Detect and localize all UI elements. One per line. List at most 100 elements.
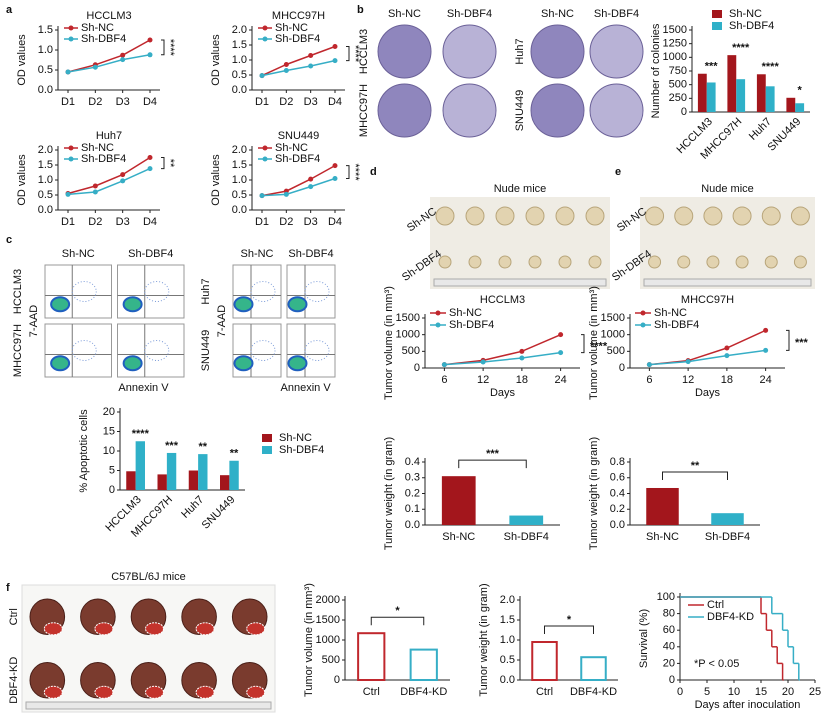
significance-bracket: [370, 616, 425, 626]
y-tick-label: 100: [657, 591, 675, 603]
series-line: [649, 329, 766, 366]
legend-label: Sh-NC: [729, 8, 762, 20]
liver-tumor: [94, 622, 114, 636]
data-point: [558, 350, 564, 356]
column-label: Sh-DBF4: [288, 248, 333, 260]
significance: ***: [705, 61, 719, 73]
bar: [188, 470, 199, 490]
y-tick-label: 750: [669, 65, 687, 77]
y-tick-label: 1.5: [38, 24, 53, 36]
data-point: [332, 176, 338, 181]
legend-label: Sh-DBF4: [275, 33, 320, 45]
data-point: [120, 52, 126, 58]
panel-label: c: [6, 234, 12, 246]
legend-marker: [435, 322, 441, 328]
liver-tumor: [246, 622, 266, 636]
chart-title: HCCLM3: [480, 294, 525, 306]
y-tick-label: 1500: [396, 312, 420, 324]
y-tick-label: 0.5: [232, 189, 247, 201]
x-axis-label: Days: [490, 387, 516, 399]
tumor: [558, 255, 572, 269]
series-line: [444, 333, 561, 366]
bar: [756, 74, 766, 112]
y-tick-label: 0.3: [405, 472, 420, 484]
y-axis-label: Number of colonies: [650, 23, 662, 118]
x-tick-label: 24: [555, 374, 567, 386]
cell-cluster: [122, 296, 143, 313]
legend-marker: [262, 25, 268, 31]
significance: ***: [165, 440, 179, 452]
legend-label: Ctrl: [707, 599, 724, 611]
data-point: [308, 184, 314, 190]
cell-cluster: [233, 355, 254, 372]
column-label: Sh-DBF4: [594, 8, 639, 20]
data-point: [724, 353, 730, 359]
y-tick-label: 1250: [663, 38, 687, 50]
y-axis-label: Tumor volume (in mm³): [303, 583, 315, 697]
panel-label: e: [615, 166, 621, 178]
row-label: SNU449: [200, 330, 212, 372]
significance: ****: [349, 163, 361, 181]
data-point: [283, 68, 289, 73]
series-line: [649, 349, 766, 366]
significance: ***: [486, 448, 500, 460]
y-tick-label: 0.2: [405, 487, 420, 499]
series-line: [67, 156, 151, 195]
data-point: [147, 52, 153, 58]
y-tick-label: 0.5: [232, 69, 247, 81]
y-tick-label: 1000: [663, 51, 687, 63]
y-tick-label: 15: [103, 425, 115, 437]
y-tick-label: 0: [619, 362, 625, 374]
axis-label: 7-AAD: [216, 305, 228, 337]
x-tick-label: D2: [279, 96, 293, 108]
tumor: [645, 206, 665, 226]
legend-marker: [68, 25, 74, 31]
data-point: [646, 362, 652, 368]
significance: **: [199, 441, 208, 453]
significance-bracket: [544, 625, 594, 634]
data-point: [65, 69, 71, 75]
liver-tumor: [43, 622, 63, 636]
y-axis-label: % Apoptotic cells: [78, 409, 90, 493]
cell-cluster: [50, 296, 71, 313]
y-axis-label: OD values: [210, 154, 222, 206]
legend-label: Sh-NC: [81, 142, 114, 154]
photo-title: Nude mice: [494, 183, 547, 195]
bar: [126, 471, 136, 490]
bar: [697, 73, 707, 112]
series-line: [261, 177, 336, 197]
colony-dish: [442, 24, 497, 79]
cell-cluster: [287, 355, 308, 372]
ruler: [25, 701, 272, 710]
significance: ****: [164, 39, 176, 57]
cell-cluster: [122, 355, 143, 372]
data-point: [763, 347, 769, 353]
bar: [357, 632, 386, 682]
y-tick-label: 80: [663, 608, 675, 620]
data-point: [308, 53, 314, 58]
legend-swatch: [262, 434, 272, 442]
series-line: [67, 167, 151, 196]
significance: ***: [795, 337, 809, 349]
x-tick-label: D2: [88, 96, 102, 108]
panel-label: d: [370, 166, 377, 178]
liver-tumor: [246, 685, 266, 699]
significance: **: [230, 448, 239, 460]
x-tick-label: Ctrl: [363, 686, 380, 698]
significance: *: [395, 605, 400, 617]
bar: [786, 97, 796, 112]
tumor: [528, 255, 542, 269]
x-tick-label: Sh-NC: [646, 531, 679, 543]
y-tick-label: 1.0: [38, 174, 53, 186]
x-tick-label: Ctrl: [536, 686, 553, 698]
panel-label: b: [357, 4, 364, 16]
row-label: HCCLM3: [12, 269, 24, 314]
tumor: [648, 255, 662, 269]
data-point: [283, 62, 289, 67]
y-axis-label: OD values: [16, 154, 28, 206]
x-tick-label: D1: [61, 96, 75, 108]
y-tick-label: 1.0: [38, 44, 53, 56]
photo-title: Nude mice: [701, 183, 754, 195]
series-line: [261, 59, 336, 77]
chart-title: MHCC97H: [681, 294, 734, 306]
